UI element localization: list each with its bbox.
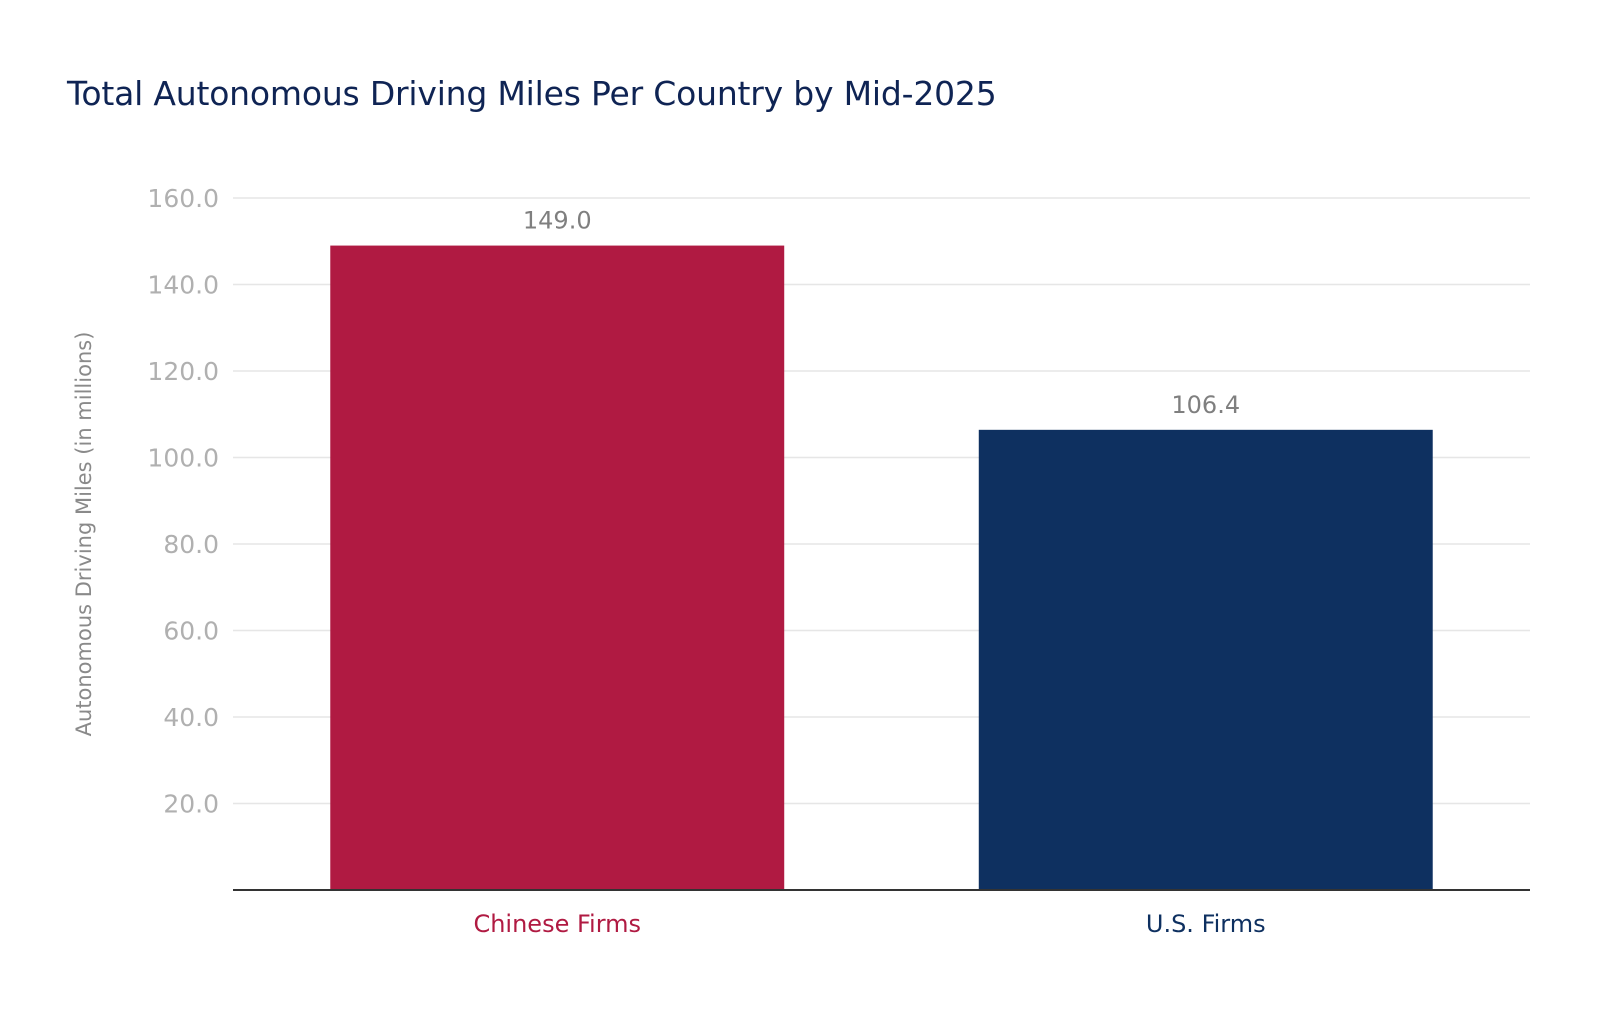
- bar-value-label: 149.0: [523, 207, 592, 235]
- y-tick-label: 120.0: [147, 357, 219, 386]
- x-category-label: Chinese Firms: [473, 910, 641, 938]
- y-tick-label: 80.0: [163, 530, 219, 559]
- x-category-label: U.S. Firms: [1146, 910, 1266, 938]
- y-tick-label: 100.0: [147, 444, 219, 473]
- y-tick-label: 140.0: [147, 271, 219, 300]
- bars: [330, 245, 1433, 890]
- y-tick-label: 60.0: [163, 617, 219, 646]
- chart-title: Total Autonomous Driving Miles Per Count…: [67, 74, 997, 113]
- labels: 20.0 40.0 60.0 80.0 100.0 120.0 140.0 160.0 149.…: [72, 184, 1266, 938]
- y-tick-label: 160.0: [147, 184, 219, 213]
- y-axis-title: Autonomous Driving Miles (in millions): [72, 332, 96, 737]
- bar-0: [330, 245, 785, 890]
- bar-value-label: 106.4: [1171, 391, 1240, 419]
- y-tick-label: 40.0: [163, 703, 219, 732]
- y-tick-label: 20.0: [163, 790, 219, 819]
- bar-1: [978, 429, 1433, 890]
